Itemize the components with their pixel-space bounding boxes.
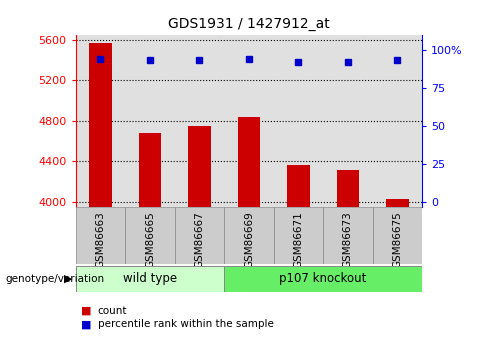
Text: GSM86675: GSM86675 bbox=[392, 211, 403, 268]
Text: percentile rank within the sample: percentile rank within the sample bbox=[98, 319, 273, 329]
Bar bbox=[224, 34, 274, 207]
Text: GSM86665: GSM86665 bbox=[145, 211, 155, 268]
Bar bbox=[175, 34, 224, 207]
Bar bbox=[323, 34, 373, 207]
Bar bbox=[76, 207, 125, 264]
Bar bbox=[238, 117, 260, 207]
Bar bbox=[386, 199, 408, 207]
Bar bbox=[323, 207, 373, 264]
Text: ■: ■ bbox=[81, 319, 91, 329]
Bar bbox=[89, 43, 112, 207]
Bar bbox=[373, 34, 422, 207]
Bar bbox=[224, 207, 274, 264]
Text: GSM86667: GSM86667 bbox=[194, 211, 204, 268]
Bar bbox=[373, 207, 422, 264]
Text: ■: ■ bbox=[81, 306, 91, 315]
Text: GSM86663: GSM86663 bbox=[95, 211, 105, 268]
Text: GSM86673: GSM86673 bbox=[343, 211, 353, 268]
Text: GSM86671: GSM86671 bbox=[293, 211, 304, 268]
Title: GDS1931 / 1427912_at: GDS1931 / 1427912_at bbox=[168, 17, 330, 31]
Text: ▶: ▶ bbox=[64, 274, 72, 284]
Bar bbox=[274, 207, 323, 264]
Bar bbox=[139, 133, 161, 207]
Bar bbox=[188, 126, 210, 207]
Text: count: count bbox=[98, 306, 127, 315]
Bar bbox=[175, 207, 224, 264]
Text: p107 knockout: p107 knockout bbox=[280, 272, 367, 285]
Text: wild type: wild type bbox=[123, 272, 177, 285]
Bar bbox=[125, 34, 175, 207]
Bar bbox=[224, 266, 422, 292]
Bar bbox=[274, 34, 323, 207]
Bar bbox=[125, 207, 175, 264]
Bar bbox=[337, 170, 359, 207]
Bar bbox=[76, 266, 224, 292]
Bar bbox=[287, 165, 309, 207]
Text: GSM86669: GSM86669 bbox=[244, 211, 254, 268]
Bar bbox=[76, 34, 125, 207]
Text: genotype/variation: genotype/variation bbox=[5, 274, 104, 284]
